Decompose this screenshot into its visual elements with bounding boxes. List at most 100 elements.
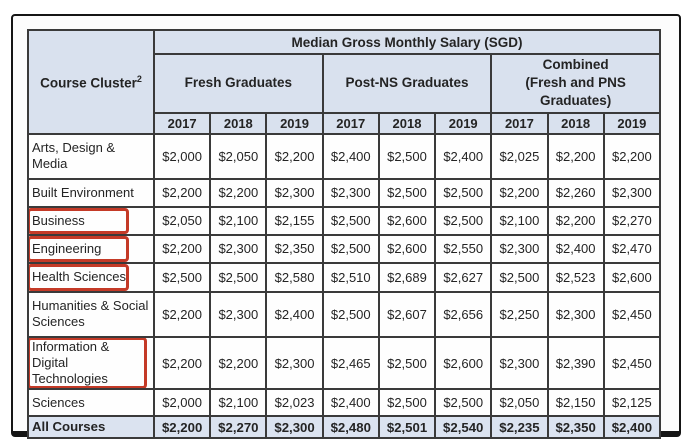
main-header-row: Course Cluster2 Median Gross Monthly Sal… [27, 29, 661, 135]
salary-cell: $2,400 [602, 415, 662, 440]
salary-cell: $2,200 [152, 415, 212, 440]
salary-cell: $2,200 [209, 335, 268, 391]
group-header-0: Fresh Graduates [153, 53, 324, 114]
salary-cell: $2,300 [209, 290, 268, 338]
row-label-cell: Health Sciences [27, 261, 155, 293]
salary-cell: $2,480 [321, 415, 380, 440]
year-header: 2019 [602, 111, 662, 135]
salary-cell: $2,580 [265, 261, 324, 293]
salary-cell: $2,510 [321, 261, 380, 293]
salary-cell: $2,300 [546, 290, 605, 338]
salary-cell: $2,200 [152, 233, 212, 264]
salary-cell: $2,050 [209, 132, 268, 180]
salary-cell: $2,607 [377, 290, 437, 338]
salary-cell: $2,500 [209, 261, 268, 293]
footnote-superscript: 2 [136, 73, 142, 84]
salary-cell: $2,540 [434, 415, 493, 440]
salary-cell: $2,100 [209, 388, 268, 418]
row-label-cell: All Courses [27, 415, 155, 440]
row-label-cell: Sciences [27, 388, 155, 418]
salary-cell: $2,000 [152, 388, 212, 418]
salary-cell: $2,023 [265, 388, 324, 418]
row-label-cell: Information & Digital Technologies [27, 335, 155, 391]
salary-cell: $2,400 [321, 132, 380, 180]
year-header: 2019 [434, 111, 493, 135]
salary-cell: $2,600 [434, 335, 493, 391]
year-header-row: 2017 2018 2019 2017 2018 2019 2017 2018 2019 [28, 111, 662, 135]
table-row: Sciences $2,000 $2,100 $2,023 $2,400 $2,500 $2… [27, 388, 662, 418]
salary-cell: $2,250 [490, 290, 549, 338]
salary-cell: $2,260 [546, 177, 605, 208]
salary-cell: $2,600 [602, 261, 662, 293]
salary-cell: $2,270 [209, 415, 268, 440]
salary-cell: $2,200 [546, 205, 605, 236]
salary-cell: $2,155 [265, 205, 324, 236]
row-label: Built Environment [32, 184, 134, 200]
course-cluster-header: Course Cluster2 [27, 29, 155, 135]
salary-cell: $2,500 [434, 177, 493, 208]
salary-cell: $2,450 [602, 335, 662, 391]
table-row: Business $2,050 $2,100 $2,155 $2,500 $2,600 $2… [27, 205, 662, 236]
year-header: 2018 [377, 111, 437, 135]
table-row: Humanities & Social Sciences $2,200 $2,300… [27, 290, 662, 338]
salary-cell: $2,300 [209, 233, 268, 264]
year-header: 2019 [265, 111, 324, 135]
salary-cell: $2,500 [434, 205, 493, 236]
salary-cell: $2,300 [265, 177, 324, 208]
salary-cell: $2,300 [490, 233, 549, 264]
row-label-cell: Arts, Design & Media [27, 132, 155, 180]
group-header-2: Combined (Fresh and PNS Graduates) [490, 53, 661, 114]
salary-cell: $2,270 [602, 205, 662, 236]
row-label: Arts, Design & Media [32, 139, 116, 172]
row-label-cell: Engineering [27, 233, 155, 264]
salary-cell: $2,300 [490, 335, 549, 391]
salary-cell: $2,500 [490, 261, 549, 293]
salary-cell: $2,300 [265, 415, 324, 440]
table-row: Information & Digital Technologies $2,200… [27, 335, 662, 391]
salary-cell: $2,450 [602, 290, 662, 338]
salary-cell: $2,465 [321, 335, 380, 391]
year-header: 2018 [546, 111, 605, 135]
row-label: Humanities & Social Sciences [32, 297, 149, 330]
salary-table: Course Cluster2 Median Gross Monthly Sal… [27, 29, 662, 440]
salary-cell: $2,550 [434, 233, 493, 264]
salary-cell: $2,200 [490, 177, 549, 208]
salary-cell: $2,050 [152, 205, 212, 236]
salary-cell: $2,100 [490, 205, 549, 236]
salary-cell: $2,200 [152, 177, 212, 208]
salary-cell: $2,656 [434, 290, 493, 338]
salary-cell: $2,500 [377, 177, 437, 208]
salary-cell: $2,500 [377, 388, 437, 418]
table-row: Health Sciences $2,500 $2,500 $2,580 $2,510 $… [27, 261, 662, 293]
year-header: 2017 [321, 111, 380, 135]
year-header: 2017 [490, 111, 549, 135]
salary-cell: $2,500 [377, 335, 437, 391]
course-cluster-label: Course Cluster [40, 75, 137, 91]
salary-cell: $2,400 [265, 290, 324, 338]
salary-cell: $2,501 [377, 415, 437, 440]
salary-cell: $2,400 [546, 233, 605, 264]
salary-cell: $2,500 [377, 132, 437, 180]
table-row: Engineering $2,200 $2,300 $2,350 $2,500 $2,60… [27, 233, 662, 264]
salary-cell: $2,200 [602, 132, 662, 180]
salary-cell: $2,500 [321, 233, 380, 264]
salary-cell: $2,390 [546, 335, 605, 391]
salary-cell: $2,600 [377, 205, 437, 236]
image-border-frame: Course Cluster2 Median Gross Monthly Sal… [11, 14, 681, 440]
salary-cell: $2,689 [377, 261, 437, 293]
table-row: Arts, Design & Media $2,000 $2,050 $2,200 $2… [27, 132, 662, 180]
salary-cell: $2,200 [546, 132, 605, 180]
salary-cell: $2,500 [321, 290, 380, 338]
salary-cell: $2,200 [152, 335, 212, 391]
salary-cell: $2,125 [602, 388, 662, 418]
row-label: Sciences [32, 394, 85, 410]
salary-cell: $2,350 [265, 233, 324, 264]
salary-cell: $2,150 [546, 388, 605, 418]
table-row: All Courses $2,200 $2,270 $2,300 $2,480 $2,50… [27, 415, 662, 440]
salary-cell: $2,200 [209, 177, 268, 208]
row-label-cell: Business [27, 205, 155, 236]
salary-cell: $2,050 [490, 388, 549, 418]
row-label: Business [32, 212, 85, 228]
salary-cell: $2,200 [152, 290, 212, 338]
